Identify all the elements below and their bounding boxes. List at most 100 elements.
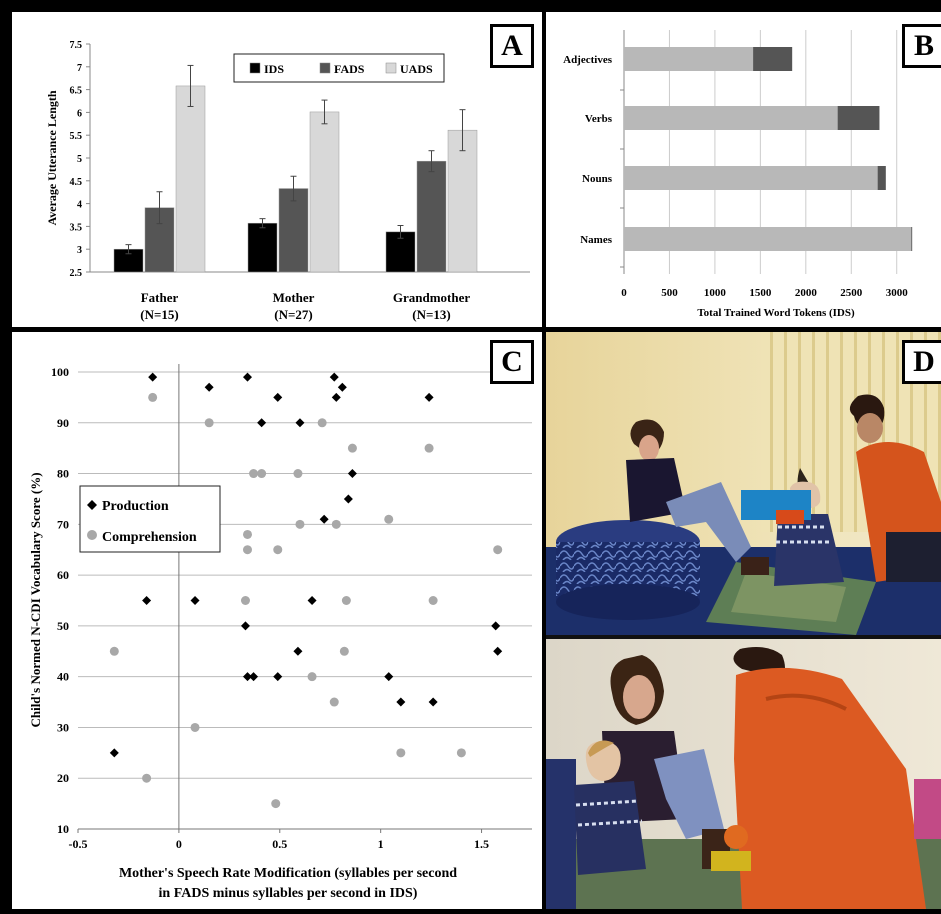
x-tick-label: 0 xyxy=(176,837,182,851)
y-axis-label: Child's Normed N-CDI Vocabulary Score (%… xyxy=(28,472,43,727)
point-production xyxy=(249,672,259,682)
category-n-label: (N=15) xyxy=(140,307,178,322)
point-production xyxy=(307,596,317,605)
point-comprehension xyxy=(240,596,250,605)
y-tick-label: 4.5 xyxy=(70,177,83,188)
point-comprehension xyxy=(307,672,317,682)
x-tick-label: 1 xyxy=(378,837,384,851)
bar-fads-grandmother xyxy=(416,160,447,273)
x-tick-label: 2500 xyxy=(840,287,863,299)
chart-a-utterance-length: 2.5 3 3.5 4 4.5 5 5.5 6 6.5 7 7.5 Average Utterance… xyxy=(45,40,530,322)
point-production xyxy=(148,372,158,382)
category-n-label: (N=27) xyxy=(274,307,312,322)
point-comprehension xyxy=(148,392,158,402)
legend-box xyxy=(79,485,221,553)
point-comprehension xyxy=(384,514,394,524)
y-axis-label: Average Utterance Length xyxy=(45,90,59,225)
y-tick-label: 50 xyxy=(57,619,69,633)
x-tick-label: 1000 xyxy=(704,287,727,299)
legend-swatch-ids xyxy=(249,62,261,74)
point-production xyxy=(240,621,250,631)
point-comprehension xyxy=(204,418,214,428)
y-tick-label: 3 xyxy=(77,245,82,256)
point-production xyxy=(491,621,501,631)
category-label: Nouns xyxy=(582,173,613,185)
point-comprehension xyxy=(329,697,339,707)
category-label: Grandmother xyxy=(393,290,471,305)
point-comprehension xyxy=(271,799,281,809)
point-comprehension xyxy=(317,418,327,428)
point-comprehension xyxy=(347,443,357,453)
panel-c: 10 20 30 40 50 60 70 80 90 100 -0.5 0 0.5 1 1.5 Child's… xyxy=(12,332,542,909)
category-label: Mother xyxy=(273,290,315,305)
point-comprehension xyxy=(396,748,406,758)
y-tick-label: 30 xyxy=(57,720,69,734)
y-tick-label: 2.5 xyxy=(70,268,83,279)
y-tick-label: 20 xyxy=(57,771,69,785)
y-tick-label: 5.5 xyxy=(70,131,83,142)
bar-extra-verbs xyxy=(837,106,880,130)
panel-letter-c: C xyxy=(490,340,534,384)
point-production xyxy=(493,646,503,656)
category-n-label: (N=13) xyxy=(412,307,450,322)
x-tick-label: 0 xyxy=(621,287,627,299)
bar-extra-names xyxy=(911,227,913,251)
panel-d-photos: D xyxy=(546,332,941,909)
y-tick-label: 70 xyxy=(57,517,69,531)
panel-letter-b: B xyxy=(902,24,941,68)
y-tick-label: 90 xyxy=(57,416,69,430)
point-comprehension xyxy=(493,545,503,555)
point-production xyxy=(109,748,119,758)
point-production xyxy=(347,469,357,479)
legend-label: FADS xyxy=(334,62,365,76)
photo-session-bottom xyxy=(546,639,941,909)
point-comprehension xyxy=(249,469,259,479)
point-production xyxy=(242,372,252,382)
chart-c-vocabulary-scatter: 10 20 30 40 50 60 70 80 90 100 -0.5 0 0.5 1 1.5 Child's… xyxy=(28,364,532,901)
x-tick-label: 3000 xyxy=(886,287,909,299)
x-axis-label-line1: Mother's Speech Rate Modification (sylla… xyxy=(119,866,457,881)
y-tick-label: 6 xyxy=(77,108,82,119)
point-production xyxy=(337,382,347,392)
point-production xyxy=(142,596,152,605)
bar-base-adjectives xyxy=(624,47,754,71)
point-production xyxy=(242,672,252,682)
photo-mother-child-father-closeup-image xyxy=(546,639,941,909)
y-tick-label: 3.5 xyxy=(70,222,83,233)
y-tick-label: 40 xyxy=(57,670,69,684)
point-production xyxy=(424,392,434,402)
point-production xyxy=(257,418,267,428)
y-tick-label: 6.5 xyxy=(70,86,83,97)
bar-extra-nouns xyxy=(877,166,886,190)
y-tick-label: 80 xyxy=(57,467,69,481)
chart-b-word-tokens: 0 500 1000 1500 2000 2500 3000 Adjectives Verbs N… xyxy=(563,30,913,319)
legend-swatch-uads xyxy=(385,62,397,74)
bar-extra-adjectives xyxy=(753,47,793,71)
bar-uads-father xyxy=(175,85,206,273)
point-comprehension xyxy=(257,469,267,479)
legend-marker-production xyxy=(87,500,97,510)
x-tick-label: -0.5 xyxy=(69,837,88,851)
point-production xyxy=(384,672,394,682)
x-tick-label: 1500 xyxy=(749,287,772,299)
bar-uads-grandmother xyxy=(447,129,478,273)
photo-mother-father-child-image xyxy=(546,332,941,635)
point-comprehension xyxy=(295,519,305,529)
photo-session-top xyxy=(546,332,941,635)
point-production xyxy=(428,697,438,707)
bar-base-verbs xyxy=(624,106,838,130)
x-axis-label: Total Trained Word Tokens (IDS) xyxy=(697,307,855,319)
point-production xyxy=(204,382,214,392)
category-label: Verbs xyxy=(585,113,613,125)
x-axis-label-line2: in FADS minus syllables per second in ID… xyxy=(159,886,418,901)
legend-label: UADS xyxy=(400,62,433,76)
point-comprehension xyxy=(428,596,438,605)
panel-letter-a: A xyxy=(490,24,534,68)
y-tick-label: 100 xyxy=(51,365,69,379)
y-tick-label: 7 xyxy=(77,63,82,74)
panel-letter-d: D xyxy=(902,340,941,384)
point-comprehension xyxy=(242,545,252,555)
panel-a: 2.5 3 3.5 4 4.5 5 5.5 6 6.5 7 7.5 Average Utterance… xyxy=(12,12,542,327)
point-comprehension xyxy=(424,443,434,453)
category-label: Names xyxy=(580,234,612,246)
